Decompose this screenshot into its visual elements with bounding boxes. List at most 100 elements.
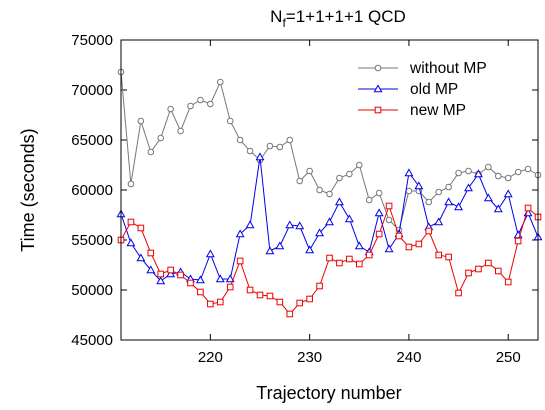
x-axis-title: Trajectory number [256,383,401,403]
series-line [120,71,539,231]
data-point [195,275,205,284]
data-point [405,243,413,251]
data-point [215,274,225,283]
x-axis-ticks: 220 230 240 250 [198,40,521,366]
data-point [385,216,393,224]
data-point [465,167,472,175]
data-point [226,117,234,125]
data-point [455,169,462,177]
data-point [504,278,512,286]
data-point [473,169,483,178]
data-point [146,265,156,274]
data-point [365,196,373,204]
data-point [445,183,452,191]
chart-title: Nf=1+1+1+1 QCD [270,7,406,30]
y-tick-label: 45000 [71,332,113,349]
data-point [316,186,323,194]
y-tick-label: 65000 [71,132,113,149]
data-point [147,249,155,257]
data-point [225,274,235,283]
legend-marker [374,106,382,114]
data-point [226,283,234,291]
data-point [346,170,353,178]
plot-frame [120,39,539,341]
x-tick-label: 250 [496,349,521,366]
data-point [425,198,433,206]
data-point [504,174,512,182]
data-point [336,174,343,182]
legend-item: old MP [358,81,458,98]
data-point [207,100,214,108]
data-point [246,286,254,294]
data-point [524,204,532,212]
legend-marker [373,84,383,93]
series-square [117,202,542,318]
data-point [354,241,364,250]
data-point [255,152,265,161]
data-point [207,300,214,308]
data-point [166,269,176,278]
data-point [355,260,363,268]
y-axis-title: Time (seconds) [18,128,38,251]
data-point [137,224,145,232]
data-point [245,220,255,229]
data-point [326,190,333,198]
data-point [514,237,522,245]
data-point [306,167,313,175]
series-triangle [116,152,543,285]
data-point [465,269,472,277]
data-point [177,271,184,279]
data-point [336,259,343,267]
data-point [375,230,383,238]
data-point [286,310,294,318]
legend-label: old MP [410,81,458,98]
data-point [167,105,174,113]
x-tick-label: 220 [198,349,223,366]
title-rest: =1+1+1+1 QCD [286,7,406,26]
data-point [344,214,354,223]
data-point [494,267,502,275]
data-point [296,299,304,307]
data-point [326,254,333,262]
data-point [395,232,403,240]
data-point [197,96,204,104]
legend-label: new MP [410,102,466,119]
legend-item: without MP [358,60,487,77]
data-point [415,240,423,248]
data-point [464,183,473,192]
data-point [455,289,462,297]
data-point [127,180,135,188]
data-point [197,288,204,296]
legend-marker [374,64,382,72]
data-point [306,295,313,303]
data-point [355,161,363,169]
title-main: N [270,7,282,26]
data-point [503,189,513,198]
data-point [216,298,224,306]
y-tick-label: 50000 [71,282,113,299]
data-point [485,259,492,267]
data-point [444,197,454,206]
data-point [147,148,155,156]
data-point [137,117,145,125]
data-point [126,238,136,247]
data-point [276,143,284,151]
data-point [414,181,424,190]
data-point [454,202,464,211]
data-point [157,270,165,278]
data-point [346,255,353,263]
data-point [494,172,502,180]
data-point [425,227,433,235]
data-point [493,204,503,213]
data-point [365,251,373,259]
series-layer [116,68,543,318]
legend-label: without MP [409,60,487,77]
data-point [285,220,295,229]
data-point [404,168,414,177]
data-point [236,257,244,265]
data-point [205,249,215,258]
data-point [216,78,224,86]
y-tick-label: 55000 [71,232,113,249]
data-point [385,202,393,210]
data-point [435,251,443,259]
